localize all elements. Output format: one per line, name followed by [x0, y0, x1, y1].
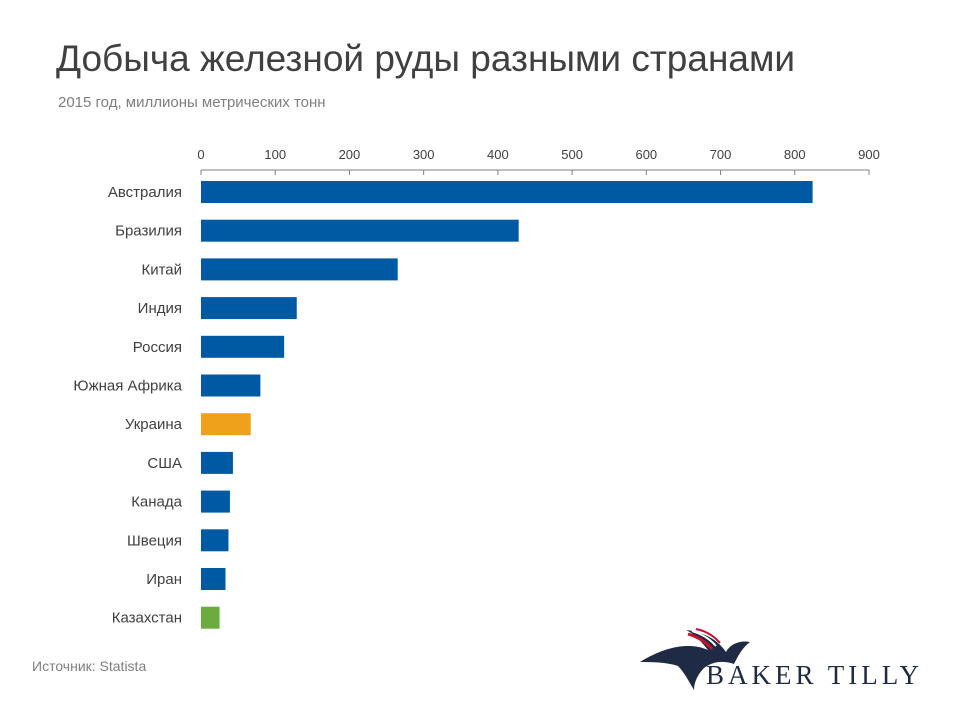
category-label: Иран [146, 571, 182, 588]
chart-subtitle: 2015 год, миллионы метрических тонн [58, 94, 326, 111]
logo-text: BAKER TILLY [706, 660, 924, 690]
x-tick-label: 300 [413, 147, 435, 162]
category-label: Швеция [127, 532, 182, 549]
source-note: Источник: Statista [32, 658, 147, 674]
eagle-logo-icon [640, 628, 750, 690]
category-label: Россия [133, 339, 182, 356]
x-tick-label: 900 [858, 147, 880, 162]
category-label: Индия [138, 300, 182, 317]
bar-chart: 0 100 200 300 400 500 600 700 800 900 Австралия Бр… [73, 147, 880, 629]
bar [201, 258, 398, 281]
bar [201, 568, 226, 590]
bar [201, 181, 813, 203]
bar [201, 413, 251, 436]
chart-title: Добыча железной руды разными странами [56, 38, 796, 79]
category-labels: Австралия Бразилия Китай Индия Россия Южная А… [73, 184, 182, 627]
category-label: Казахстан [112, 610, 182, 627]
x-tick-label: 500 [561, 147, 583, 162]
category-label: Китай [141, 261, 182, 278]
bar [201, 490, 230, 513]
bars [201, 181, 813, 629]
bar [201, 451, 233, 474]
x-tick-label: 0 [197, 147, 204, 162]
x-tick-label: 600 [635, 147, 657, 162]
category-label: Канада [131, 494, 182, 511]
bar [201, 529, 229, 552]
bar [201, 374, 261, 397]
x-tick-label: 100 [264, 147, 286, 162]
category-label: США [147, 455, 182, 472]
x-tick-label: 800 [784, 147, 806, 162]
category-label: Украина [125, 416, 183, 433]
x-tick-label: 700 [710, 147, 732, 162]
x-tick-label: 400 [487, 147, 509, 162]
x-tick-label: 200 [339, 147, 361, 162]
bar [201, 606, 220, 629]
x-axis: 0 100 200 300 400 500 600 700 800 900 [197, 147, 880, 175]
bar [201, 297, 297, 320]
category-label: Бразилия [115, 223, 182, 240]
category-label: Австралия [108, 184, 182, 201]
bar [201, 335, 285, 358]
bar [201, 219, 519, 242]
category-label: Южная Африка [73, 378, 182, 395]
